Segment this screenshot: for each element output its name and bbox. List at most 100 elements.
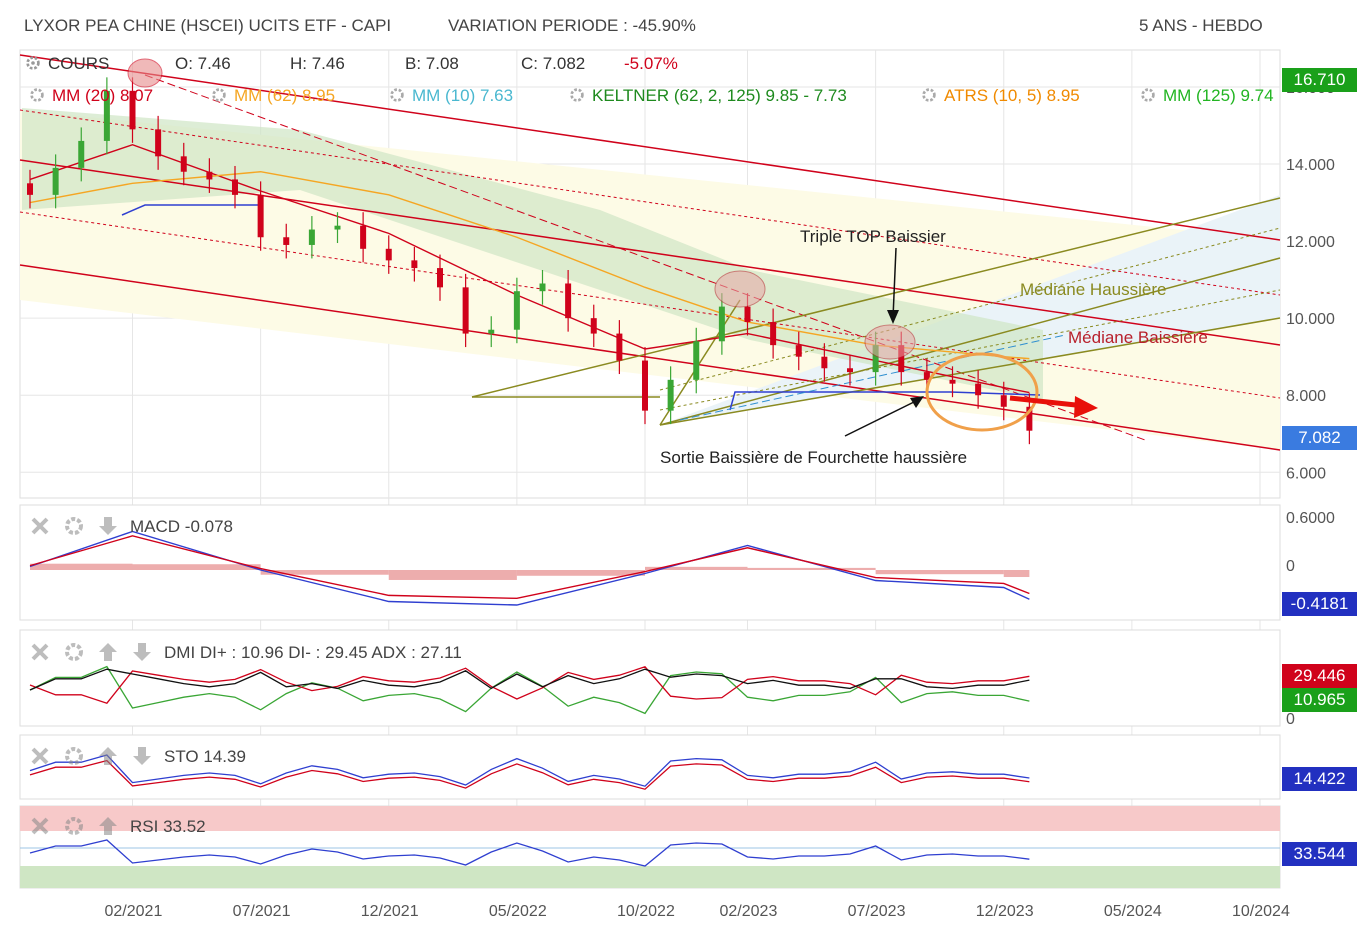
candle-body [488,329,495,334]
candle-body [821,356,828,369]
candle-body [52,167,59,195]
candle-body [411,260,418,269]
fork-dotted-upper [659,227,1281,391]
macd-panel-bg [19,504,1281,621]
arrow-down-icon[interactable] [130,640,154,664]
exit-label: Sortie Baissière de Fourchette haussière [660,448,967,467]
x-tick-label: 02/2021 [105,903,163,920]
close-icon[interactable] [28,814,52,838]
chart-header: LYXOR PEA CHINE (HSCEI) UCITS ETF - CAPI… [0,0,1372,50]
candle-body [1026,406,1033,431]
median-down-label: Médiane Baissière [1068,328,1208,347]
y-tick-label: 6.000 [1286,465,1326,482]
di-minus-line [29,666,1030,704]
candle-body [334,225,341,230]
timeframe-label[interactable]: 5 ANS - HEBDO [1139,16,1263,35]
y-tick-label: 10.000 [1286,311,1335,328]
candle-body [642,360,648,411]
candle-body [437,268,443,288]
rsi-line [29,839,1030,867]
bear-upper-line [19,54,1281,241]
dmi-value: DI+ : 10.96 DI- : 29.45 ADX : 27.11 [199,643,462,662]
arrow-triple-top-head [887,310,899,324]
macd-signal-line [29,535,1030,600]
bear-arrow-head [1074,396,1098,418]
period-variation: VARIATION PERIODE : -45.90% [448,16,696,35]
sto-value: 14.39 [203,747,246,766]
keltner-label: KELTNER (62, 2, 125) 9.85 - 7.73 [592,86,847,105]
candles [27,77,1033,445]
dmi-label: DMI DI+ : 10.96 DI- : 29.45 ADX : 27.11 [28,640,462,664]
macd-histogram-bar [875,570,1004,575]
instrument-title: LYXOR PEA CHINE (HSCEI) UCITS ETF - CAPI [24,16,392,35]
dmi-plus-badge: 10.965 [1282,688,1357,712]
arrow-down-icon[interactable] [96,514,120,538]
high-value: H: 7.46 [290,54,345,73]
candle-body [180,156,187,172]
dmi-name: DMI [164,643,196,662]
arrow-up-icon[interactable] [96,744,120,768]
indicator-legend: MM (20) 8.07 MM (62) 8.95 MM (10) 7.63 K… [24,86,1274,110]
x-tick-label: 02/2023 [720,903,778,920]
macd-histogram-bar [30,563,133,570]
atrs-stop-b [729,391,1041,411]
di-plus-line [29,665,1030,715]
gear-icon[interactable] [920,86,938,104]
dmi-plot [29,665,1030,715]
gear-icon[interactable] [568,86,586,104]
close-icon[interactable] [28,744,52,768]
gear-icon[interactable] [388,86,406,104]
gear-icon[interactable] [62,814,86,838]
macd-histogram-bar [645,566,748,570]
dmi-minus-badge: 29.446 [1282,664,1357,688]
candle-body [718,306,725,342]
candle-body [155,129,162,157]
gear-icon[interactable] [24,54,42,72]
mm62-label: MM (62) 8.95 [234,86,336,105]
fork-upper [471,197,1281,398]
rsi-oversold-zone [20,866,1280,888]
gear-icon[interactable] [62,514,86,538]
macd-histogram-bar [260,570,389,575]
arrow-up-icon[interactable] [96,814,120,838]
gear-icon[interactable] [28,86,46,104]
candle-body [565,283,572,319]
sto-badge: 14.422 [1282,767,1357,791]
arrow-exit [844,399,919,437]
rsi-value: 33.52 [163,817,206,836]
macd-histogram-bar [747,567,876,570]
candle-body [898,345,905,373]
candle-body [257,194,264,238]
arrow-up-icon[interactable] [96,640,120,664]
gear-icon[interactable] [62,640,86,664]
gear-icon[interactable] [1139,86,1157,104]
mm125-label: MM (125) 9.74 [1163,86,1274,105]
x-axis: 02/2021 07/2021 12/2021 05/2022 10/2022 02/20… [105,903,1290,920]
candle-body [462,287,469,334]
sto-plot [29,754,1030,790]
arrow-down-icon[interactable] [130,744,154,768]
macd-histogram-bar [388,570,517,580]
moving-averages [29,144,1030,394]
fork-blue-dash [679,334,1066,421]
macd-histogram-bar [132,564,261,570]
candle-body [693,341,700,380]
adx-line [29,668,1030,691]
gear-icon[interactable] [62,744,86,768]
candle-body [206,171,213,180]
candle-body [308,229,315,245]
dmi-tick-zero: 0 [1286,711,1295,728]
last-high-badge: 16.710 [1282,68,1357,92]
bear-dotted-upper [19,109,1281,296]
candle-body [27,183,33,195]
atrs-stop-a [121,204,260,216]
dmi-panel-bg [19,629,1281,727]
candle-body [1000,395,1007,407]
gear-icon[interactable] [210,86,228,104]
macd-histogram-bar [516,570,645,576]
close-icon[interactable] [28,640,52,664]
y-tick-label: 14.000 [1286,157,1335,174]
macd-label: MACD -0.078 [28,514,233,538]
close-icon[interactable] [28,514,52,538]
